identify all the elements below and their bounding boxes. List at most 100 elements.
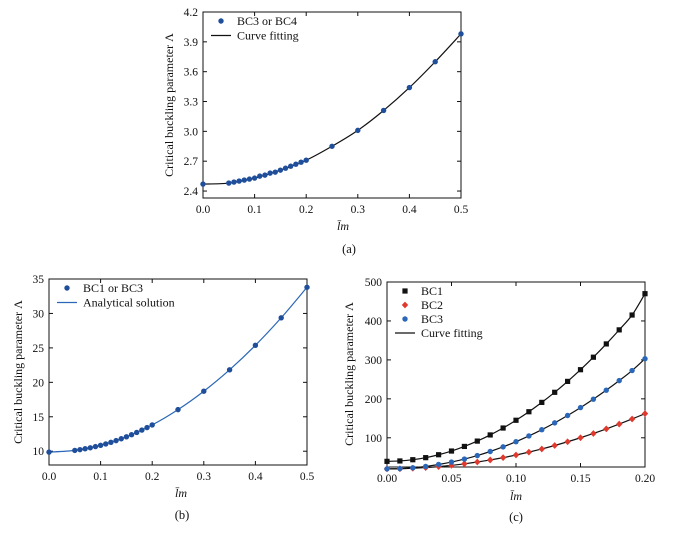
x-tick-label: 0.00 [377, 473, 397, 485]
data-point-bc2 [525, 448, 533, 456]
data-point-bc3-or-bc4 [246, 176, 253, 182]
data-point-bc1 [513, 417, 519, 423]
data-point-bc3-or-bc4 [277, 167, 284, 173]
data-point-bc2 [641, 410, 649, 418]
legend-entry: BC3 or BC4 [237, 14, 297, 28]
data-point-bc3-or-bc4 [380, 107, 387, 114]
data-point-bc1-or-bc3 [139, 427, 145, 433]
data-point-bc2 [461, 460, 468, 468]
data-point-bc3 [423, 463, 429, 470]
data-point-bc3 [435, 461, 442, 468]
data-point-bc1-or-bc3 [144, 424, 150, 431]
data-point-bc3 [616, 377, 622, 384]
data-point-bc1-or-bc3 [46, 449, 52, 455]
data-point-bc3-or-bc4 [288, 163, 294, 169]
data-point-bc1-or-bc3 [87, 445, 93, 451]
data-point-bc3-or-bc4 [267, 170, 273, 176]
data-point-bc1 [410, 457, 416, 463]
x-tick-label: 0.3 [197, 471, 212, 483]
data-point-bc1-or-bc3 [226, 367, 233, 373]
y-tick-label: 400 [365, 316, 383, 328]
data-point-bc1-or-bc3 [123, 434, 130, 440]
data-point-bc3-or-bc4 [458, 31, 464, 37]
y-tick-label: 10 [33, 446, 45, 458]
legend-entry: BC1 [421, 284, 443, 298]
y-axis-label: Critical buckling parameter Λ [11, 300, 25, 444]
data-point-bc1 [577, 367, 584, 373]
data-point-bc3 [474, 452, 480, 459]
data-point-bc2 [628, 415, 636, 423]
data-point-bc3-or-bc4 [355, 127, 361, 134]
data-point-bc1 [397, 458, 403, 464]
data-point-bc1-or-bc3 [113, 437, 119, 444]
plot-frame [202, 11, 462, 199]
y-axis-label: Critical buckling parameter Λ [162, 33, 176, 177]
legend-entry: Curve fitting [421, 326, 483, 340]
data-point-bc1 [590, 354, 596, 360]
data-point-bc1 [603, 341, 609, 347]
data-point-bc1 [552, 389, 558, 395]
data-point-bc3 [397, 465, 403, 472]
data-point-bc1-or-bc3 [201, 388, 207, 394]
data-point-bc1-or-bc3 [149, 422, 155, 428]
data-point-bc2 [616, 420, 623, 428]
y-tick-label: 2.7 [184, 156, 199, 168]
data-point-bc1 [436, 452, 442, 458]
data-point-bc3 [384, 466, 390, 472]
data-point-bc1 [565, 378, 571, 384]
data-point-bc1 [474, 438, 480, 444]
y-tick-label: 500 [365, 277, 383, 289]
data-point-bc2 [487, 456, 494, 464]
data-point-bc3-or-bc4 [251, 175, 258, 181]
data-point-bc1-or-bc3 [134, 429, 140, 436]
data-point-bc1-or-bc3 [252, 342, 259, 349]
data-point-bc1-or-bc3 [77, 446, 83, 453]
data-point-bc1 [461, 443, 467, 450]
figure-caption: (b) [175, 508, 190, 522]
data-point-bc3-or-bc4 [241, 177, 247, 183]
data-point-bc3 [552, 420, 558, 426]
data-point-bc3-or-bc4 [329, 143, 335, 149]
legend-marker [218, 18, 224, 24]
x-axis-label: l̄m [510, 489, 522, 503]
data-point-bc3 [603, 387, 609, 393]
x-tick-label: 0.20 [635, 473, 655, 485]
data-point-bc3-or-bc4 [226, 180, 232, 186]
x-tick-label: 0.5 [300, 471, 315, 483]
x-tick-label: 0.2 [299, 204, 314, 216]
legend-entry: BC1 or BC3 [83, 281, 143, 295]
y-tick-label: 3.3 [184, 97, 199, 109]
legend-entry: BC2 [421, 298, 443, 312]
data-point-bc3-or-bc4 [406, 84, 413, 91]
data-point-bc3 [513, 438, 519, 445]
data-point-bc3 [526, 433, 532, 439]
data-point-bc2 [577, 434, 584, 442]
data-point-bc1 [629, 312, 635, 318]
legend-marker [401, 301, 409, 309]
data-point-bc1-or-bc3 [92, 443, 99, 450]
y-tick-label: 35 [33, 274, 45, 286]
y-tick-label: 200 [365, 394, 383, 406]
data-point-bc3-or-bc4 [236, 178, 242, 184]
y-tick-label: 25 [33, 343, 45, 355]
data-point-bc2 [551, 442, 558, 449]
data-point-bc1 [500, 425, 506, 431]
data-point-bc1 [539, 399, 545, 405]
x-tick-label: 0.4 [248, 471, 263, 483]
legend-marker [402, 316, 408, 322]
y-tick-label: 15 [33, 412, 45, 424]
data-point-bc3-or-bc4 [303, 157, 309, 163]
x-tick-label: 0.1 [247, 204, 262, 216]
data-point-bc3 [500, 444, 506, 450]
data-point-bc3-or-bc4 [432, 59, 438, 65]
data-point-bc1 [616, 327, 622, 333]
data-point-bc2 [603, 425, 610, 433]
data-point-bc2 [538, 445, 545, 453]
data-point-bc1 [526, 409, 532, 415]
data-point-bc3-or-bc4 [200, 181, 206, 187]
data-point-bc3 [461, 456, 468, 462]
fit-curve [202, 33, 462, 185]
x-tick-label: 0.0 [42, 471, 57, 483]
data-point-bc2 [499, 454, 507, 462]
